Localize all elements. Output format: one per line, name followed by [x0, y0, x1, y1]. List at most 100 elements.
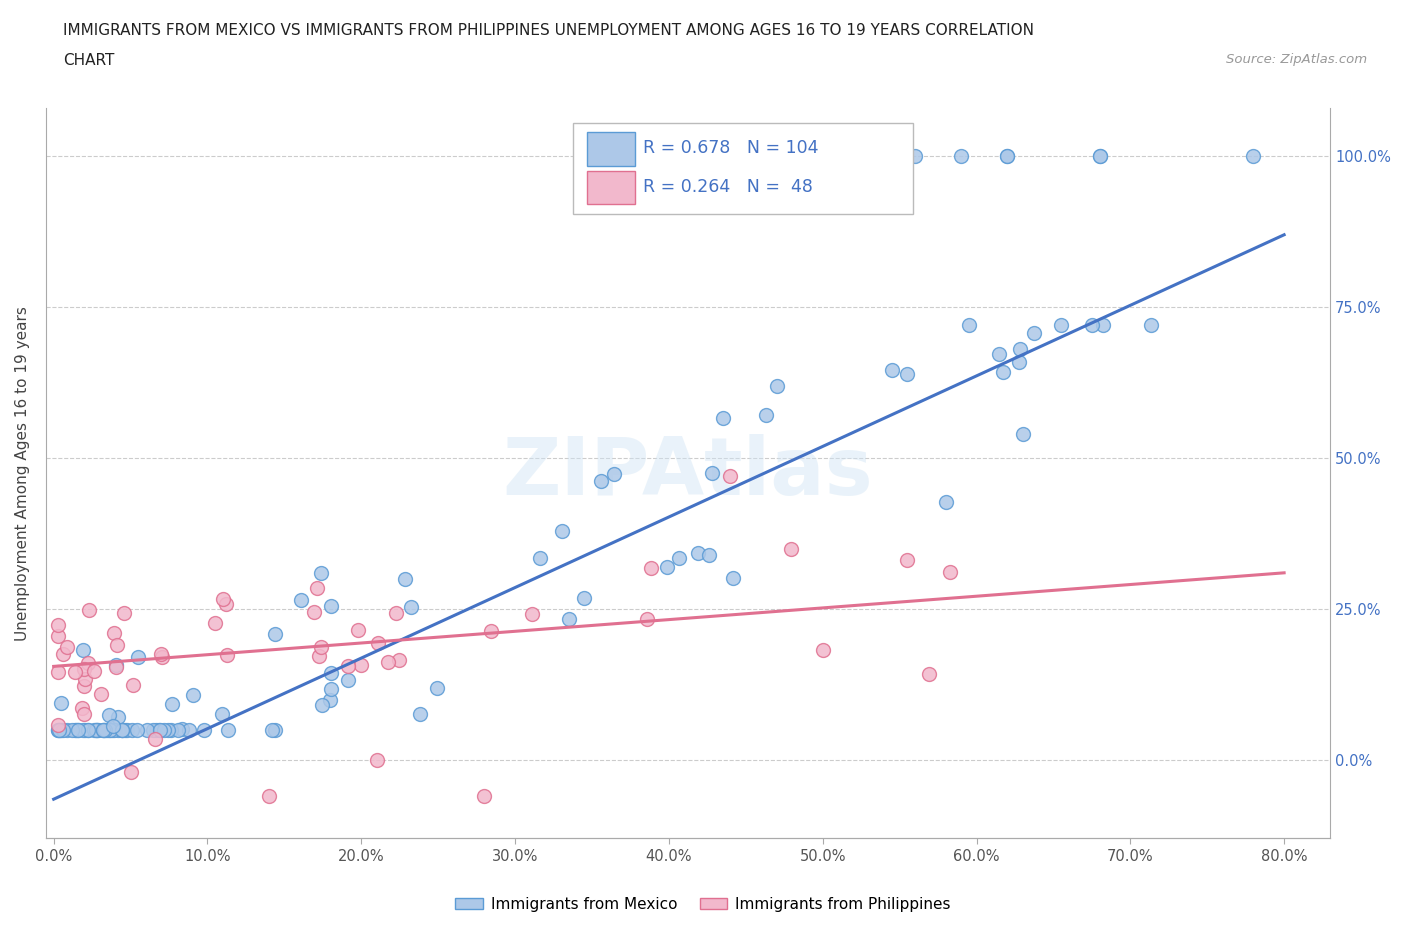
- Point: [211, 591, 233, 606]
- Point: [1012, 427, 1035, 442]
- Point: [591, 473, 613, 488]
- Point: [91, 723, 114, 737]
- Point: [103, 723, 125, 737]
- Point: [149, 723, 172, 737]
- Point: [337, 672, 360, 687]
- Point: [105, 659, 128, 674]
- Point: [114, 723, 136, 737]
- Point: [657, 559, 679, 574]
- Point: [46, 629, 69, 644]
- Point: [918, 667, 941, 682]
- Point: [394, 571, 416, 586]
- Point: [46, 723, 69, 737]
- Point: [150, 646, 173, 661]
- Point: [779, 541, 801, 556]
- Point: [337, 658, 360, 673]
- Point: [46, 664, 69, 679]
- Point: [77, 656, 100, 671]
- Text: R = 0.264   N =  48: R = 0.264 N = 48: [643, 178, 813, 196]
- Point: [183, 687, 205, 702]
- Point: [127, 649, 149, 664]
- Point: [46, 618, 69, 632]
- Point: [842, 149, 865, 164]
- Point: [550, 524, 572, 538]
- Point: [204, 616, 226, 631]
- Point: [72, 723, 94, 737]
- Point: [101, 723, 124, 737]
- Point: [350, 658, 373, 672]
- Point: [125, 723, 148, 737]
- Point: [170, 722, 193, 737]
- Point: [152, 723, 174, 737]
- Point: [385, 606, 408, 621]
- Point: [121, 723, 143, 737]
- Point: [94, 723, 117, 737]
- Point: [103, 626, 125, 641]
- Point: [935, 494, 957, 509]
- Point: [718, 469, 741, 484]
- Point: [257, 789, 280, 804]
- Point: [156, 723, 179, 737]
- Point: [311, 565, 333, 580]
- Point: [319, 682, 342, 697]
- Point: [572, 591, 595, 605]
- Text: ZIPAtlas: ZIPAtlas: [503, 434, 873, 512]
- Point: [319, 666, 342, 681]
- Point: [91, 723, 114, 737]
- Point: [111, 723, 134, 737]
- Point: [52, 646, 75, 661]
- Point: [479, 623, 502, 638]
- Point: [104, 658, 127, 672]
- Point: [120, 764, 142, 779]
- Point: [66, 723, 89, 737]
- Point: [112, 605, 135, 620]
- FancyBboxPatch shape: [586, 132, 636, 166]
- Point: [950, 149, 973, 164]
- Point: [111, 723, 134, 737]
- Point: [75, 671, 97, 686]
- Point: [49, 723, 72, 737]
- Point: [48, 718, 70, 733]
- Point: [1050, 318, 1073, 333]
- Point: [603, 466, 626, 481]
- Point: [73, 706, 96, 721]
- Point: [72, 642, 94, 657]
- Point: [700, 465, 723, 480]
- Point: [991, 365, 1014, 379]
- Point: [86, 723, 108, 737]
- Point: [319, 693, 342, 708]
- Point: [111, 723, 134, 737]
- Point: [957, 318, 980, 333]
- Point: [77, 723, 100, 737]
- Point: [1088, 149, 1111, 164]
- Point: [668, 550, 690, 565]
- Point: [1008, 341, 1031, 356]
- Point: [305, 580, 328, 595]
- Point: [264, 627, 287, 642]
- Point: [49, 696, 72, 711]
- Point: [105, 637, 128, 652]
- Point: [686, 546, 709, 561]
- Point: [217, 723, 239, 737]
- Point: [304, 604, 326, 619]
- Y-axis label: Unemployment Among Ages 16 to 19 years: Unemployment Among Ages 16 to 19 years: [15, 306, 30, 641]
- Point: [83, 723, 105, 737]
- Point: [311, 698, 333, 712]
- Text: R = 0.678   N = 104: R = 0.678 N = 104: [643, 140, 818, 157]
- Point: [107, 723, 129, 737]
- Point: [86, 723, 108, 737]
- Point: [1081, 318, 1104, 333]
- Point: [56, 723, 79, 737]
- Point: [640, 561, 662, 576]
- Point: [167, 723, 190, 737]
- Point: [882, 363, 904, 378]
- Point: [93, 723, 115, 737]
- Text: IMMIGRANTS FROM MEXICO VS IMMIGRANTS FROM PHILIPPINES UNEMPLOYMENT AMONG AGES 16: IMMIGRANTS FROM MEXICO VS IMMIGRANTS FRO…: [63, 23, 1035, 38]
- Point: [264, 723, 287, 737]
- Point: [1241, 149, 1264, 164]
- Point: [387, 653, 409, 668]
- Point: [52, 723, 75, 737]
- Point: [73, 679, 96, 694]
- Point: [346, 623, 368, 638]
- Point: [98, 708, 121, 723]
